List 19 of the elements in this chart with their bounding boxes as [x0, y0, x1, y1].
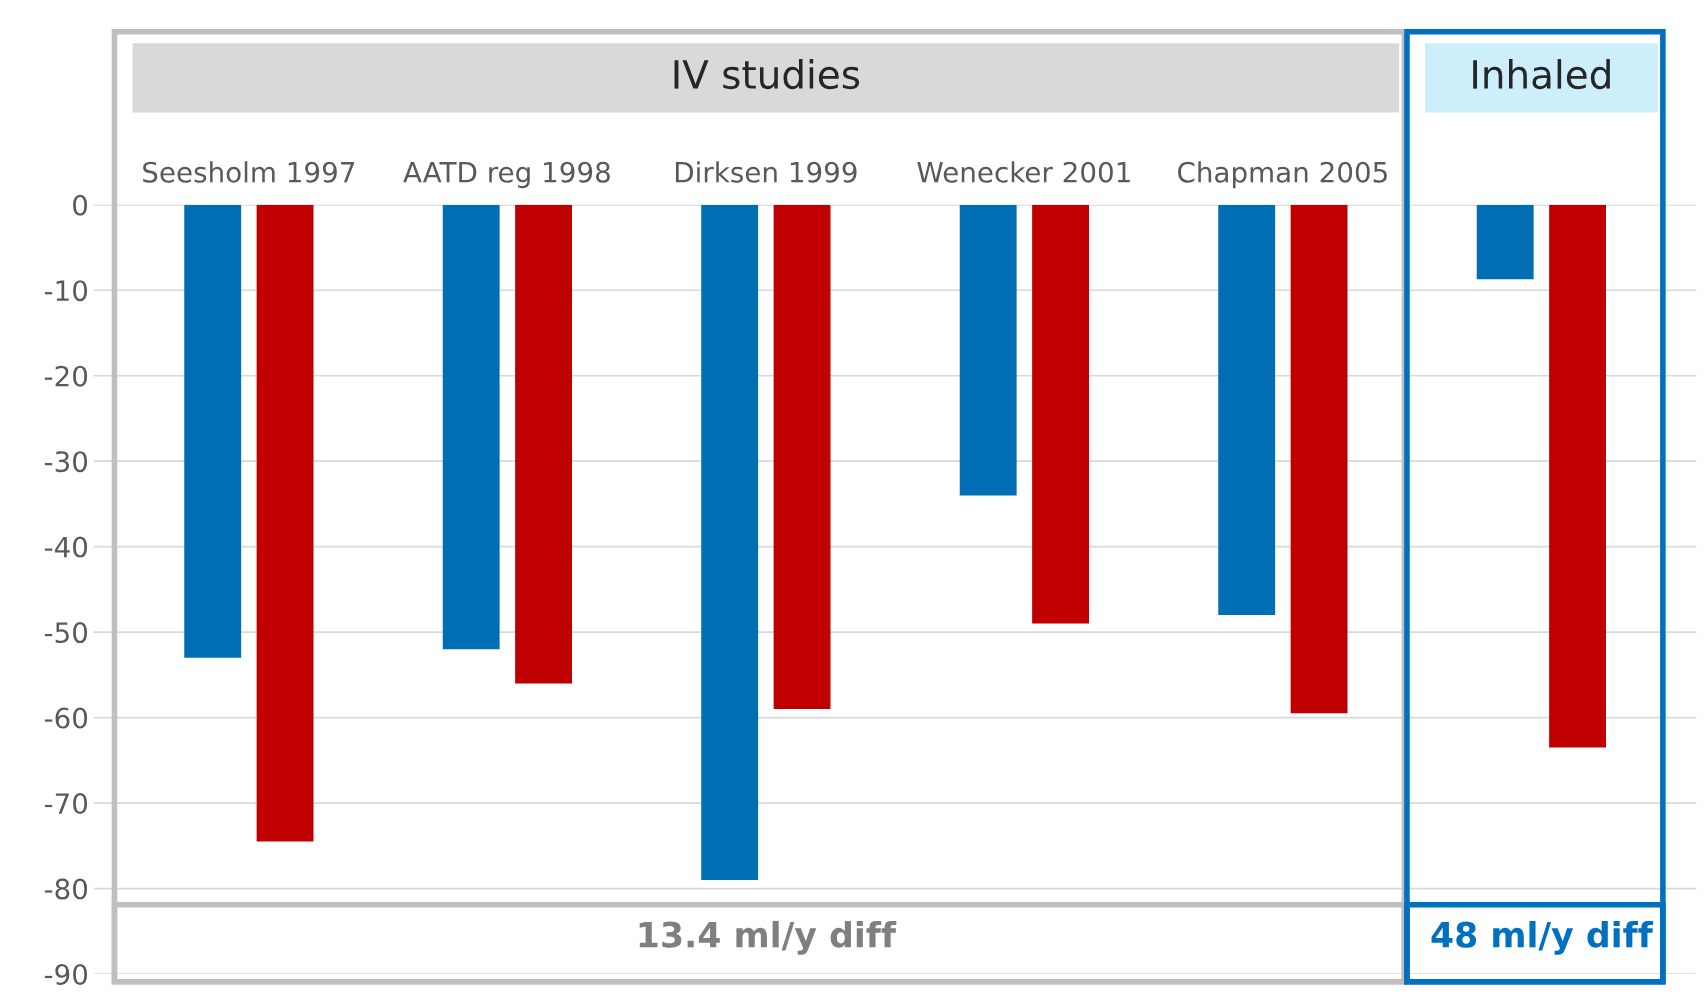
x-tick-label: Chapman 2005 [1178, 161, 1387, 189]
x-tick-label: Wenecker 2001 [917, 161, 1130, 183]
y-tick-label: -20 [44, 365, 88, 387]
annotation: 13.4 ml/y diff [639, 920, 897, 955]
y-tick-label: -70 [44, 793, 88, 815]
y-tick-label: -40 [44, 536, 88, 558]
x-tick-label: AATD reg 1998 [403, 161, 610, 189]
y-tick-label: -10 [44, 280, 88, 302]
x-tick-label: Seesholm 1997 [143, 161, 355, 183]
text: IV studies [674, 59, 860, 90]
x-tick-label: Dirksen 1999 [675, 161, 857, 183]
y-tick-label: -30 [44, 451, 88, 473]
y-tick-label: -50 [44, 622, 88, 644]
y-tick-label: 0 [73, 194, 88, 216]
annotation: 48 ml/y diff [1431, 920, 1654, 955]
y-tick-label: -90 [44, 963, 88, 985]
text: Inhaled [1473, 59, 1610, 90]
y-tick-label: -80 [44, 878, 88, 900]
y-tick-label: -60 [44, 707, 88, 729]
